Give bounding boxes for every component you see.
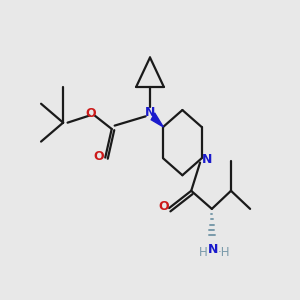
- Text: O: O: [94, 150, 104, 163]
- Text: ·H: ·H: [218, 246, 230, 259]
- Text: N: N: [202, 153, 212, 166]
- Text: N: N: [145, 106, 155, 118]
- Text: O: O: [158, 200, 169, 213]
- Polygon shape: [151, 113, 163, 127]
- Text: H: H: [199, 246, 207, 259]
- Text: O: O: [86, 107, 96, 120]
- Text: N: N: [208, 243, 218, 256]
